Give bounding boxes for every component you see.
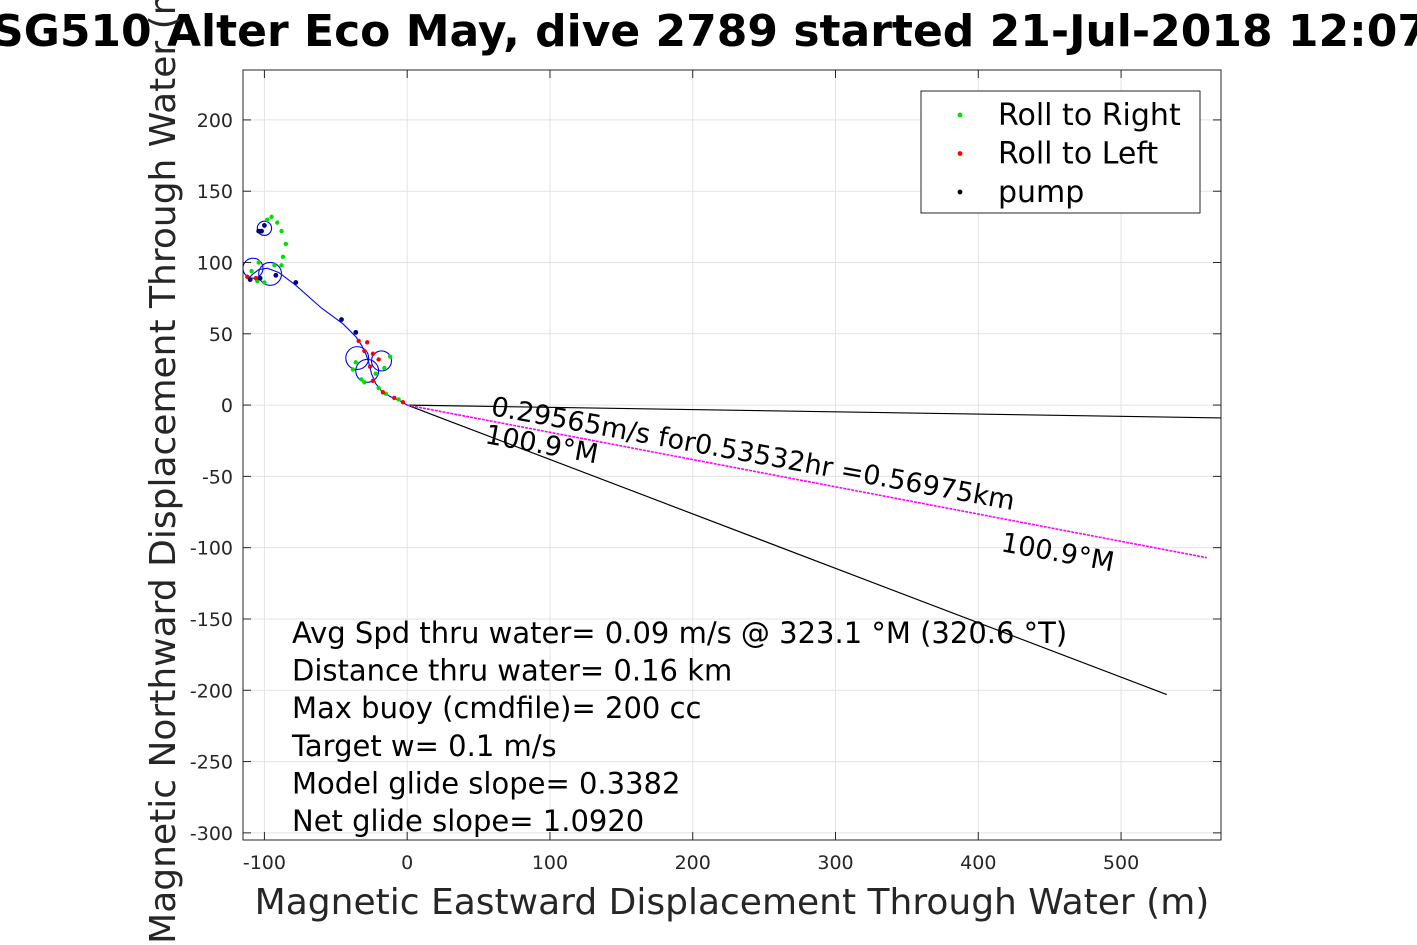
y-tick-label: 200 xyxy=(197,110,233,132)
legend-box xyxy=(920,90,1201,214)
x-tick-label: -100 xyxy=(243,852,286,874)
roll-right-point xyxy=(265,217,270,222)
y-tick-label: -50 xyxy=(202,466,233,488)
roll-right-point xyxy=(279,263,284,268)
y-axis-label: Magnetic Northward Displacement Through … xyxy=(143,0,184,944)
track-loop xyxy=(258,261,283,286)
stats-block: Avg Spd thru water= 0.09 m/s @ 323.1 °M … xyxy=(291,616,1067,838)
roll-left-point xyxy=(380,390,386,395)
plot-frame xyxy=(242,69,1222,841)
y-tick-label: -100 xyxy=(190,538,233,560)
current-line xyxy=(407,404,1222,419)
y-tick-label: -300 xyxy=(190,823,233,845)
roll-right-point xyxy=(396,397,401,402)
y-tick-label: 0 xyxy=(221,395,233,417)
roll-right-point xyxy=(249,268,254,274)
stats-line: Target w= 0.1 m/s xyxy=(291,729,557,763)
legend-marker xyxy=(957,189,963,195)
x-tick-label: 500 xyxy=(1103,852,1139,874)
y-tick-labels: 200 150 100 50 0 -50 -100 -150 -200 -250 -300 xyxy=(190,110,233,845)
pump-point xyxy=(257,275,263,281)
roll-right-point xyxy=(269,214,274,220)
roll-left-point xyxy=(245,274,250,279)
pump-point xyxy=(293,280,299,285)
roll-right-point xyxy=(283,241,289,247)
roll-right-point xyxy=(272,263,277,268)
y-tick-label: 50 xyxy=(209,324,233,346)
legend-label: Roll to Left xyxy=(998,137,1158,172)
roll-left-point xyxy=(365,340,370,345)
pump-point xyxy=(339,317,344,322)
track-loop xyxy=(256,220,273,236)
legend-marker xyxy=(957,151,963,156)
stats-line: Avg Spd thru water= 0.09 m/s @ 323.1 °M … xyxy=(292,616,1067,650)
roll-right-point xyxy=(350,367,356,372)
roll-right-point xyxy=(275,220,280,225)
pump-point xyxy=(353,329,359,335)
roll-left-point xyxy=(400,400,406,405)
reference-lines xyxy=(406,404,1222,696)
x-tick-label: 400 xyxy=(960,852,996,874)
glider-track xyxy=(248,267,408,406)
x-tick-label: 300 xyxy=(817,852,853,874)
roll-right-point xyxy=(362,380,367,385)
y-tick-label: -250 xyxy=(190,752,233,774)
roll-left-point xyxy=(376,357,381,362)
pump-point xyxy=(247,277,253,283)
track-loop xyxy=(345,346,370,371)
roll-left-point xyxy=(367,364,373,369)
heading-line xyxy=(406,404,1167,696)
track xyxy=(242,220,408,406)
roll-right-point xyxy=(376,385,381,391)
legend-label: pump xyxy=(998,175,1084,210)
axes xyxy=(242,69,1222,841)
data-points xyxy=(245,214,406,405)
legend-label: Roll to Right xyxy=(998,98,1181,133)
y-tick-label: -150 xyxy=(190,609,233,631)
roll-right-point xyxy=(256,260,261,265)
drift-line xyxy=(407,404,1207,559)
stats-line: Net glide slope= 1.0920 xyxy=(292,804,644,838)
roll-right-point xyxy=(353,360,358,365)
x-tick-label: 200 xyxy=(675,852,711,874)
roll-right-point xyxy=(359,377,364,382)
roll-right-point xyxy=(382,365,387,371)
stats-line: Max buoy (cmdfile)= 200 cc xyxy=(292,691,701,725)
roll-right-point xyxy=(280,254,286,259)
stats-line: Distance thru water= 0.16 km xyxy=(292,654,732,688)
chart-title: SG510 Alter Eco May, dive 2789 started 2… xyxy=(0,6,1417,57)
roll-left-point xyxy=(392,395,397,401)
y-tick-label: -200 xyxy=(190,680,233,702)
roll-left-point xyxy=(253,275,259,281)
roll-left-point xyxy=(356,338,361,344)
pump-point xyxy=(262,223,267,228)
track-loop xyxy=(370,350,393,372)
roll-left-point xyxy=(370,351,376,356)
y-tick-label: 100 xyxy=(197,253,233,275)
roll-left-point xyxy=(362,348,367,354)
x-tick-labels: -100 0 100 200 300 400 500 xyxy=(243,852,1139,874)
pump-point xyxy=(256,228,262,234)
x-tick-label: 100 xyxy=(532,852,568,874)
pump-point xyxy=(273,272,279,278)
legend-marker xyxy=(957,112,963,118)
roll-left-point xyxy=(370,378,376,384)
roll-right-point xyxy=(262,280,267,285)
roll-right-point xyxy=(387,354,393,359)
x-tick-label: 0 xyxy=(401,852,413,874)
x-axis-label: Magnetic Eastward Displacement Through W… xyxy=(255,882,1210,923)
stats-line: Model glide slope= 0.3382 xyxy=(292,766,680,800)
heading-annotation-far: 100.9°M xyxy=(999,527,1117,578)
roll-right-point xyxy=(373,371,378,376)
y-tick-label: 150 xyxy=(197,181,233,203)
roll-right-point xyxy=(279,228,284,234)
